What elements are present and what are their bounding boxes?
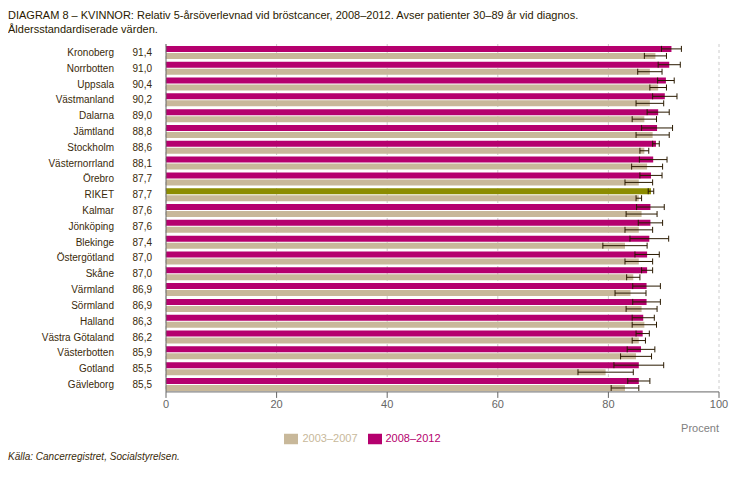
svg-text:80: 80 <box>602 398 614 410</box>
svg-text:100: 100 <box>710 398 728 410</box>
svg-text:Jönköping: Jönköping <box>68 221 114 232</box>
svg-text:40: 40 <box>381 398 393 410</box>
svg-text:Västernorrland: Västernorrland <box>48 158 114 169</box>
svg-text:87,6: 87,6 <box>133 205 153 216</box>
svg-text:Västerbotten: Västerbotten <box>57 347 114 358</box>
svg-text:88,6: 88,6 <box>133 142 153 153</box>
svg-text:86,9: 86,9 <box>133 284 153 295</box>
svg-text:88,8: 88,8 <box>133 126 153 137</box>
svg-text:Gotland: Gotland <box>79 363 114 374</box>
html-text:Källa: Cancerregistret, Social: Källa: Cancerregistret, Socialstyrelsen. <box>8 451 180 462</box>
svg-text:86,3: 86,3 <box>133 316 153 327</box>
svg-text:90,4: 90,4 <box>133 79 153 90</box>
svg-text:Stockholm: Stockholm <box>67 142 114 153</box>
svg-text:87,4: 87,4 <box>133 237 153 248</box>
svg-text:Jämtland: Jämtland <box>73 126 114 137</box>
html-text:2008–2012: 2008–2012 <box>385 431 441 444</box>
svg-text:Uppsala: Uppsala <box>77 79 114 90</box>
html-text:2003–2007: 2003–2007 <box>302 431 358 444</box>
svg-text:Östergötland: Östergötland <box>57 252 114 263</box>
svg-text:85,5: 85,5 <box>133 379 153 390</box>
svg-text:Gävleborg: Gävleborg <box>68 379 114 390</box>
html-text:DIAGRAM 8 – KVINNOR: Relativ 5: DIAGRAM 8 – KVINNOR: Relativ 5-årsöverle… <box>8 9 579 21</box>
html-text:Åldersstandardiserade värden.: Åldersstandardiserade värden. <box>8 23 158 35</box>
svg-text:Örebro: Örebro <box>83 173 115 184</box>
svg-text:87,7: 87,7 <box>133 189 153 200</box>
svg-text:RIKET: RIKET <box>85 189 114 200</box>
svg-text:87,6: 87,6 <box>133 221 153 232</box>
svg-text:90,2: 90,2 <box>133 94 153 105</box>
svg-text:89,0: 89,0 <box>133 110 153 121</box>
svg-text:86,9: 86,9 <box>133 300 153 311</box>
svg-text:Procent: Procent <box>681 422 719 434</box>
svg-text:Blekinge: Blekinge <box>76 237 115 248</box>
svg-text:Sörmland: Sörmland <box>71 300 114 311</box>
svg-text:Halland: Halland <box>80 316 114 327</box>
svg-text:Värmland: Värmland <box>71 284 114 295</box>
svg-text:87,0: 87,0 <box>133 268 153 279</box>
svg-text:Norrbotten: Norrbotten <box>67 63 114 74</box>
svg-text:87,0: 87,0 <box>133 252 153 263</box>
svg-text:87,7: 87,7 <box>133 173 153 184</box>
svg-text:0: 0 <box>163 398 169 410</box>
svg-text:Kalmar: Kalmar <box>82 205 114 216</box>
svg-text:86,2: 86,2 <box>133 332 153 343</box>
svg-text:Kronoberg: Kronoberg <box>67 47 114 58</box>
svg-text:Skåne: Skåne <box>86 268 115 279</box>
svg-text:88,1: 88,1 <box>133 158 153 169</box>
svg-text:91,0: 91,0 <box>133 63 153 74</box>
svg-text:60: 60 <box>492 398 504 410</box>
svg-text:85,9: 85,9 <box>133 347 153 358</box>
svg-text:Dalarna: Dalarna <box>79 110 114 121</box>
svg-text:85,5: 85,5 <box>133 363 153 374</box>
svg-text:20: 20 <box>270 398 282 410</box>
svg-text:91,4: 91,4 <box>133 47 153 58</box>
svg-text:Västmanland: Västmanland <box>56 94 114 105</box>
svg-text:Västra Götaland: Västra Götaland <box>42 332 114 343</box>
